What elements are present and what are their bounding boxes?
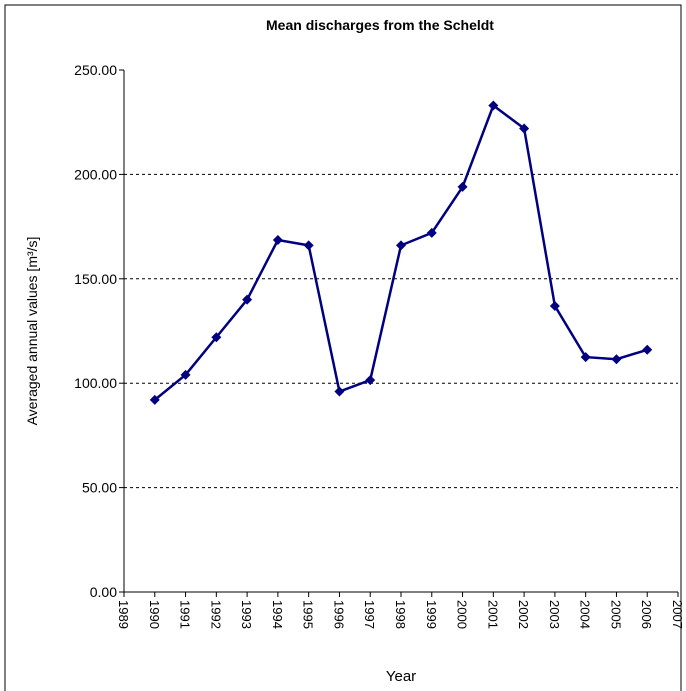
x-tick-label: 2006 [639,600,654,629]
x-tick-label: 2007 [670,600,685,629]
x-tick-label: 2003 [547,600,562,629]
data-point [365,375,376,386]
x-tick-label: 1993 [239,600,254,629]
data-point [242,294,253,305]
data-point [426,227,437,238]
y-axis-label: Averaged annual values [m³/s] [24,237,40,426]
x-tick-label: 2001 [485,600,500,629]
x-tick-label: 1999 [424,600,439,629]
data-point [303,240,314,251]
x-tick-label: 1992 [208,600,223,629]
data-point [396,240,406,251]
y-tick-label: 100.00 [74,375,117,391]
data-point [334,386,345,397]
x-tick-label: 1989 [116,600,131,629]
data-point [488,100,499,111]
y-tick-label: 250.00 [74,62,117,78]
x-tick-label: 1991 [178,600,193,629]
data-point [519,123,530,134]
data-point [180,369,191,380]
x-tick-label: 1997 [362,600,377,629]
x-axis-label: Year [386,668,416,685]
x-tick-label: 2005 [608,600,623,629]
x-tick-label: 1990 [147,600,162,629]
x-tick-label: 1996 [331,600,346,629]
chart-frame [4,4,682,691]
x-tick-label: 2004 [578,600,593,629]
y-tick-label: 150.00 [74,271,117,287]
data-point [611,354,622,365]
y-tick-label: 200.00 [74,166,117,182]
x-tick-label: 2002 [516,600,531,629]
x-tick-label: 2000 [455,600,470,629]
x-tick-label: 1998 [393,600,408,629]
data-point [549,300,560,311]
data-point [642,344,653,355]
x-tick-label: 1994 [270,600,285,629]
data-point [457,181,468,192]
data-point [580,352,591,363]
data-point [211,332,222,343]
x-tick-label: 1995 [301,600,316,629]
chart-title: Mean discharges from the Scheldt [266,17,494,33]
y-tick-label: 50.00 [82,480,117,496]
y-tick-label: 0.00 [90,584,117,600]
data-point [149,394,160,405]
data-point [272,234,283,245]
